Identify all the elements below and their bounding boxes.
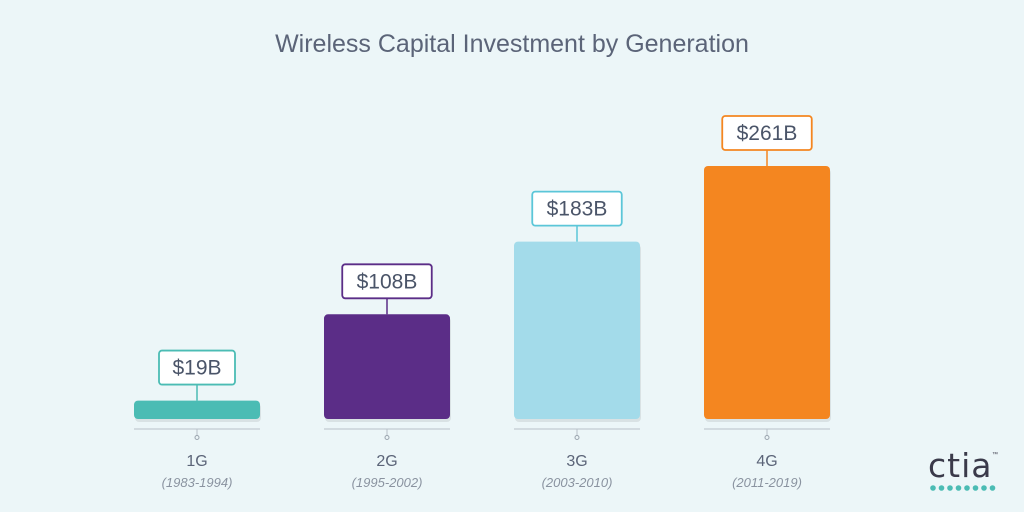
- axis-tick-marker: [574, 435, 580, 440]
- axis-tick-marker: [384, 435, 390, 440]
- category-label: 2G: [376, 453, 397, 470]
- logo-dot: [989, 485, 996, 491]
- chart-title: Wireless Capital Investment by Generatio…: [275, 30, 749, 58]
- value-label-box: [158, 349, 236, 386]
- value-label-box: [341, 263, 433, 300]
- logo-dot: [981, 485, 987, 491]
- logo-dot: [930, 485, 936, 491]
- period-label: (1983-1994): [162, 475, 233, 490]
- category-label: 3G: [566, 453, 587, 470]
- bar-2g: [324, 314, 450, 419]
- bar-4g: [704, 166, 830, 419]
- value-label: $183B: [547, 198, 608, 221]
- value-label: $19B: [172, 357, 221, 380]
- period-label: (2011-2019): [732, 475, 802, 490]
- period-label: (1995-2002): [352, 475, 423, 490]
- logo-dot: [972, 485, 979, 491]
- value-label-box: [531, 190, 623, 227]
- value-label: $108B: [357, 270, 418, 293]
- logo-wordmark: ctia: [928, 446, 993, 485]
- value-label: $261B: [737, 122, 798, 145]
- bar-3g: [514, 241, 640, 419]
- category-label: 4G: [756, 453, 777, 470]
- category-label: 1G: [186, 453, 207, 470]
- value-label-box: [721, 115, 813, 151]
- logo-trademark: ™: [992, 452, 998, 458]
- logo-dots-icon: [930, 485, 996, 491]
- period-label: (2003-2010): [542, 475, 613, 490]
- ctia-logo: ctia ™: [928, 446, 1000, 496]
- bar-1g: [134, 400, 260, 419]
- axis-tick-marker: [194, 435, 200, 440]
- logo-dot: [955, 485, 962, 491]
- logo-dot: [964, 485, 970, 491]
- logo-dot: [938, 485, 945, 491]
- axis-tick-marker: [764, 435, 770, 440]
- logo-dot: [947, 485, 953, 491]
